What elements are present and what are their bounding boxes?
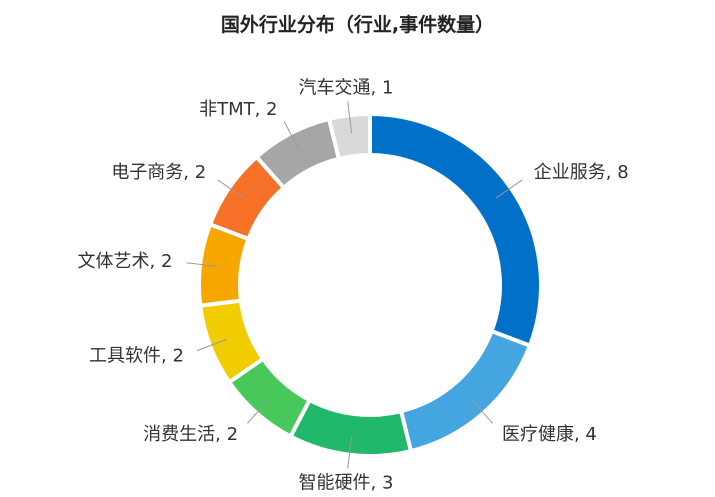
label-leader-line <box>347 101 353 134</box>
donut-slice <box>326 111 372 162</box>
slice-label: 工具软件, 2 <box>89 346 184 367</box>
label-leader-line <box>217 179 245 199</box>
label-leader-line <box>246 399 269 424</box>
slice-label: 医疗健康, 4 <box>502 424 597 445</box>
slice-label: 电子商务, 2 <box>111 162 206 183</box>
slice-label: 消费生活, 2 <box>143 424 238 445</box>
slice-label: 非TMT, 2 <box>199 99 277 120</box>
donut-slice <box>368 111 543 349</box>
chart-title: 国外行业分布（行业,事件数量） <box>220 14 495 36</box>
slice-label: 文体艺术, 2 <box>78 251 173 272</box>
slice-label: 智能硬件, 3 <box>299 473 394 494</box>
label-leader-line <box>471 399 494 424</box>
label-leader-line <box>283 120 300 150</box>
label-leader-line <box>495 179 523 199</box>
label-leader-line <box>347 436 353 469</box>
label-leader-line <box>196 338 228 352</box>
label-leader-line <box>186 262 219 268</box>
slice-label: 企业服务, 8 <box>534 162 629 183</box>
slice-label: 汽车交通, 1 <box>299 77 394 98</box>
